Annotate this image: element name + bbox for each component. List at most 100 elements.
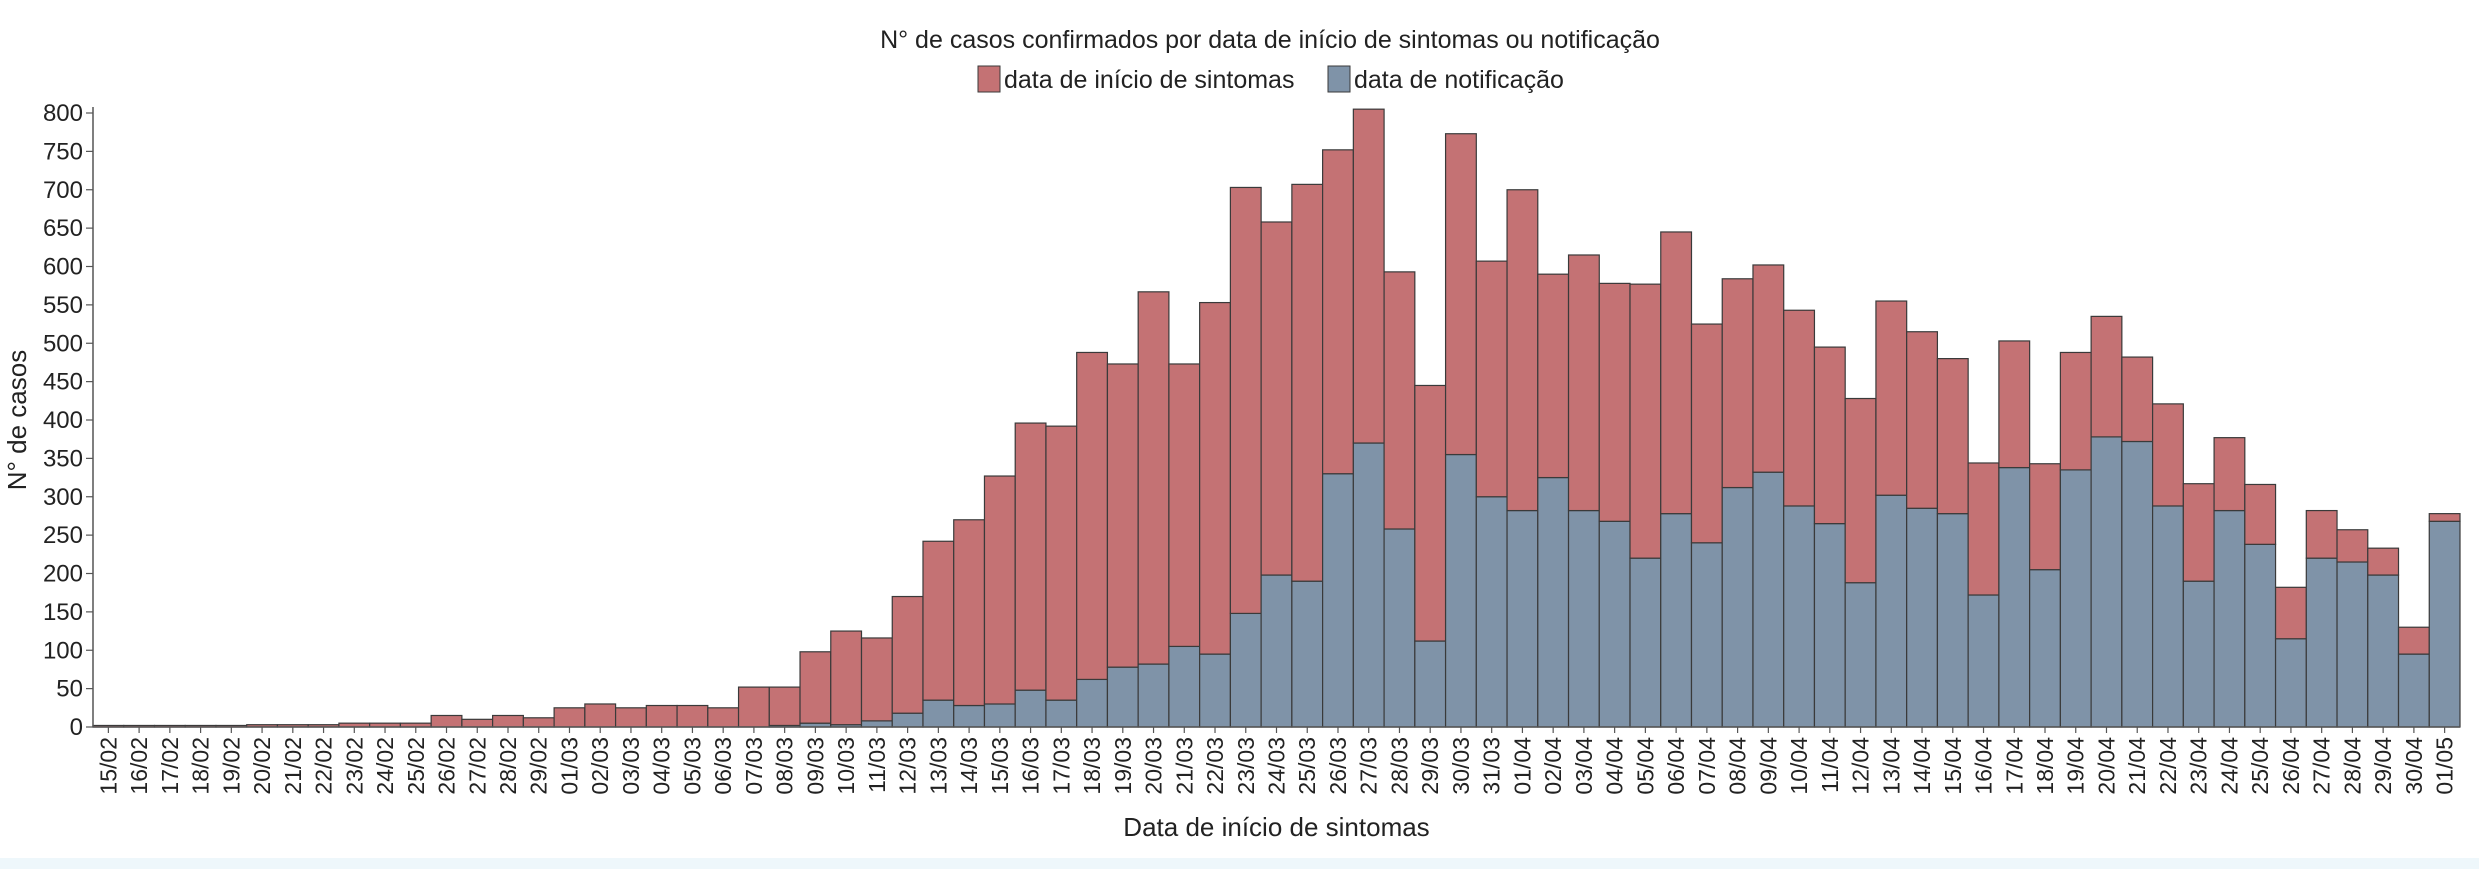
bar-inicio-sintomas [492,714,524,728]
x-tick-label: 24/02 [372,737,398,795]
bars [92,108,2461,728]
x-tick-label: 14/04 [1909,737,1935,795]
y-tick-label: 450 [43,369,83,396]
bar-notificacao [1506,509,1539,728]
x-tick-label: 05/03 [679,737,705,795]
bar-notificacao [1444,453,1477,728]
y-tick-label: 200 [43,561,83,588]
bar-inicio-sintomas [676,704,709,728]
x-tick-label: 16/04 [1971,737,1997,795]
x-tick-label: 12/04 [1848,737,1874,795]
bar-inicio-sintomas [1014,422,1047,691]
bar-inicio-sintomas [1168,363,1201,648]
y-tick-label: 650 [43,215,83,242]
x-tick-label: 27/02 [464,737,490,795]
y-axis-ticks: 0 50 100 150 200 250 300 350 400 450 500 550 600 650 7… [43,100,93,741]
bar-inicio-sintomas [891,595,924,714]
bar-inicio-sintomas [2367,547,2400,576]
bar-notificacao [1936,513,1969,728]
bar-notificacao [1014,689,1047,728]
y-tick-label: 300 [43,484,83,511]
bar-inicio-sintomas [983,475,1016,705]
bar-notificacao [1229,612,1262,728]
x-tick-label: 31/03 [1479,737,1505,795]
bar-notificacao [1045,699,1078,728]
bar-inicio-sintomas [1414,384,1447,642]
bar-notificacao [1752,471,1785,728]
bar-inicio-sintomas [1444,133,1477,456]
bar-inicio-sintomas [1690,323,1723,544]
bar-inicio-sintomas [1906,331,1939,509]
x-tick-label: 26/03 [1325,737,1351,795]
bar-notificacao [1199,653,1231,728]
bar-notificacao [2367,574,2400,728]
x-tick-label: 01/04 [1509,737,1535,795]
y-tick-label: 150 [43,599,83,626]
bar-notificacao [1383,528,1416,728]
bar-inicio-sintomas [461,718,494,728]
bar-notificacao [1106,666,1139,728]
bar-inicio-sintomas [1291,183,1324,582]
bar-inicio-sintomas [830,630,863,726]
x-axis-title: Data de início de sintomas [1123,812,1429,842]
x-tick-label: 10/04 [1786,737,1812,795]
bar-notificacao [1168,645,1201,728]
bar-inicio-sintomas [1076,351,1109,681]
x-tick-label: 03/04 [1571,737,1597,795]
bar-inicio-sintomas [1199,301,1231,655]
y-tick-label: 100 [43,637,83,664]
bar-inicio-sintomas [953,519,986,707]
bar-notificacao [2336,561,2369,728]
x-tick-label: 19/03 [1110,737,1136,795]
y-tick-label: 0 [70,714,83,741]
x-tick-label: 27/03 [1356,737,1382,795]
x-tick-label: 16/03 [1018,737,1044,795]
x-tick-label: 12/03 [895,737,921,795]
x-tick-label: 17/04 [2001,737,2027,795]
y-tick-label: 400 [43,407,83,434]
bar-notificacao [1844,582,1877,728]
bar-notificacao [1291,580,1324,728]
legend-label-notificacao: data de notificação [1354,66,1564,94]
x-tick-label: 28/02 [495,737,521,795]
bar-inicio-sintomas [1752,264,1785,473]
bar-inicio-sintomas [1352,108,1385,444]
x-tick-label: 22/04 [2155,737,2181,795]
x-tick-label: 18/02 [188,737,214,795]
x-tick-label: 17/03 [1048,737,1074,795]
x-tick-label: 05/04 [1632,737,1658,795]
x-tick-label: 23/04 [2186,737,2212,795]
x-tick-label: 18/04 [2032,737,2058,795]
bar-inicio-sintomas [707,707,740,728]
bar-inicio-sintomas [768,686,801,727]
x-tick-label: 28/03 [1386,737,1412,795]
bar-notificacao [1076,678,1109,728]
x-tick-label: 29/03 [1417,737,1443,795]
bar-inicio-sintomas [2305,509,2338,559]
bar-inicio-sintomas [2029,463,2061,571]
x-tick-label: 17/02 [157,737,183,795]
x-tick-label: 26/02 [434,737,460,795]
bar-inicio-sintomas [1045,425,1078,701]
x-tick-label: 20/02 [249,737,275,795]
x-tick-label: 15/04 [1940,737,1966,795]
bar-notificacao [860,720,893,728]
bar-notificacao [1598,520,1631,728]
bar-notificacao [922,699,955,728]
bar-inicio-sintomas [922,540,955,701]
x-tick-label: 09/04 [1755,737,1781,795]
bar-notificacao [891,712,924,728]
bar-inicio-sintomas [1506,189,1539,512]
x-axis-ticks: 15/02 16/02 17/02 18/02 19/02 20/02 21/02 22/02… [95,727,2458,795]
x-tick-label: 22/02 [311,737,337,795]
bar-notificacao [1783,505,1816,728]
x-tick-label: 14/03 [956,737,982,795]
x-tick-label: 29/02 [526,737,552,795]
bar-notificacao [953,704,986,728]
y-tick-label: 250 [43,522,83,549]
bar-notificacao [1721,486,1754,728]
bar-inicio-sintomas [614,707,647,728]
bar-notificacao [2182,580,2215,728]
x-tick-label: 21/02 [280,737,306,795]
y-tick-label: 700 [43,177,83,204]
